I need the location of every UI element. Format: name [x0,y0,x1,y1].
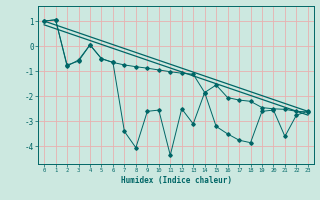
X-axis label: Humidex (Indice chaleur): Humidex (Indice chaleur) [121,176,231,185]
